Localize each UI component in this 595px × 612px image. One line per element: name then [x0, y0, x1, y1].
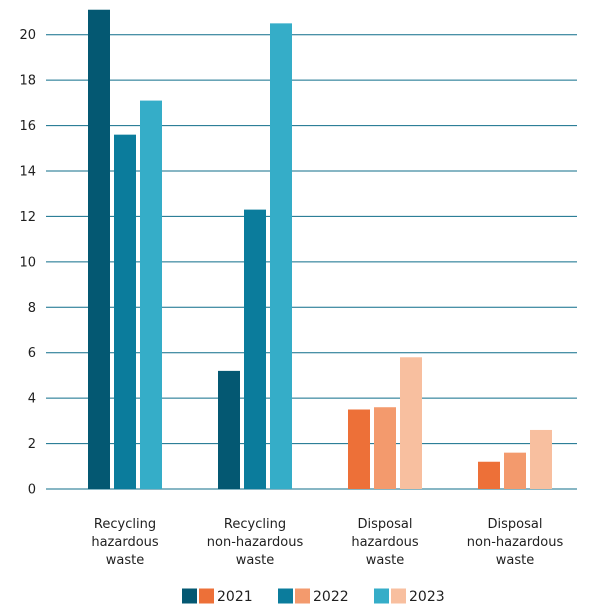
legend-item-2023: 2023 — [374, 588, 445, 605]
bar-2022-cat3 — [374, 407, 396, 489]
bar-2022-cat1 — [114, 134, 136, 489]
y-tick-label: 18 — [19, 74, 36, 89]
legend-label: 2021 — [217, 589, 253, 605]
bar-2021-cat1 — [88, 9, 110, 489]
bar-2022-cat4 — [504, 452, 526, 489]
y-tick-label: 20 — [19, 28, 36, 43]
legend: 2021 2022 2023 — [182, 588, 445, 605]
legend-swatch — [278, 588, 293, 604]
legend-label: 2022 — [313, 589, 349, 605]
x-category-label: Disposal hazardous waste — [351, 517, 419, 568]
y-axis-tick-labels: 0 2 4 6 8 10 12 14 16 18 20 — [19, 28, 36, 497]
bar-2021-cat3 — [348, 409, 370, 489]
bar-2022-cat2 — [244, 209, 266, 489]
y-tick-label: 16 — [19, 119, 36, 134]
legend-swatch — [391, 588, 406, 604]
y-tick-label: 2 — [28, 437, 36, 452]
y-tick-label: 14 — [19, 165, 36, 180]
bar-2023-cat3 — [400, 357, 422, 489]
x-category-label: Recycling hazardous waste — [91, 517, 159, 568]
legend-label: 2023 — [409, 589, 445, 605]
legend-swatch — [374, 588, 389, 604]
legend-swatch — [199, 588, 214, 604]
bar-2021-cat2 — [218, 370, 240, 489]
bar-2023-cat4 — [530, 429, 552, 489]
x-category-label: Disposal non-hazardous waste — [467, 517, 564, 568]
bars — [88, 9, 552, 489]
bar-2023-cat2 — [270, 23, 292, 489]
legend-item-2021: 2021 — [182, 588, 253, 605]
y-tick-label: 0 — [28, 483, 36, 498]
x-category-label: Recycling non-hazardous waste — [207, 517, 304, 568]
legend-swatch — [182, 588, 197, 604]
y-tick-label: 4 — [28, 392, 36, 407]
y-tick-label: 10 — [19, 255, 36, 270]
bar-2023-cat1 — [140, 100, 162, 489]
legend-swatch — [295, 588, 310, 604]
legend-item-2022: 2022 — [278, 588, 349, 605]
y-tick-label: 6 — [28, 346, 36, 361]
bar-2021-cat4 — [478, 461, 500, 489]
x-axis-category-labels: Recycling hazardous waste Recycling non-haza… — [91, 517, 563, 568]
y-tick-label: 12 — [19, 210, 36, 225]
y-tick-label: 8 — [28, 301, 36, 316]
